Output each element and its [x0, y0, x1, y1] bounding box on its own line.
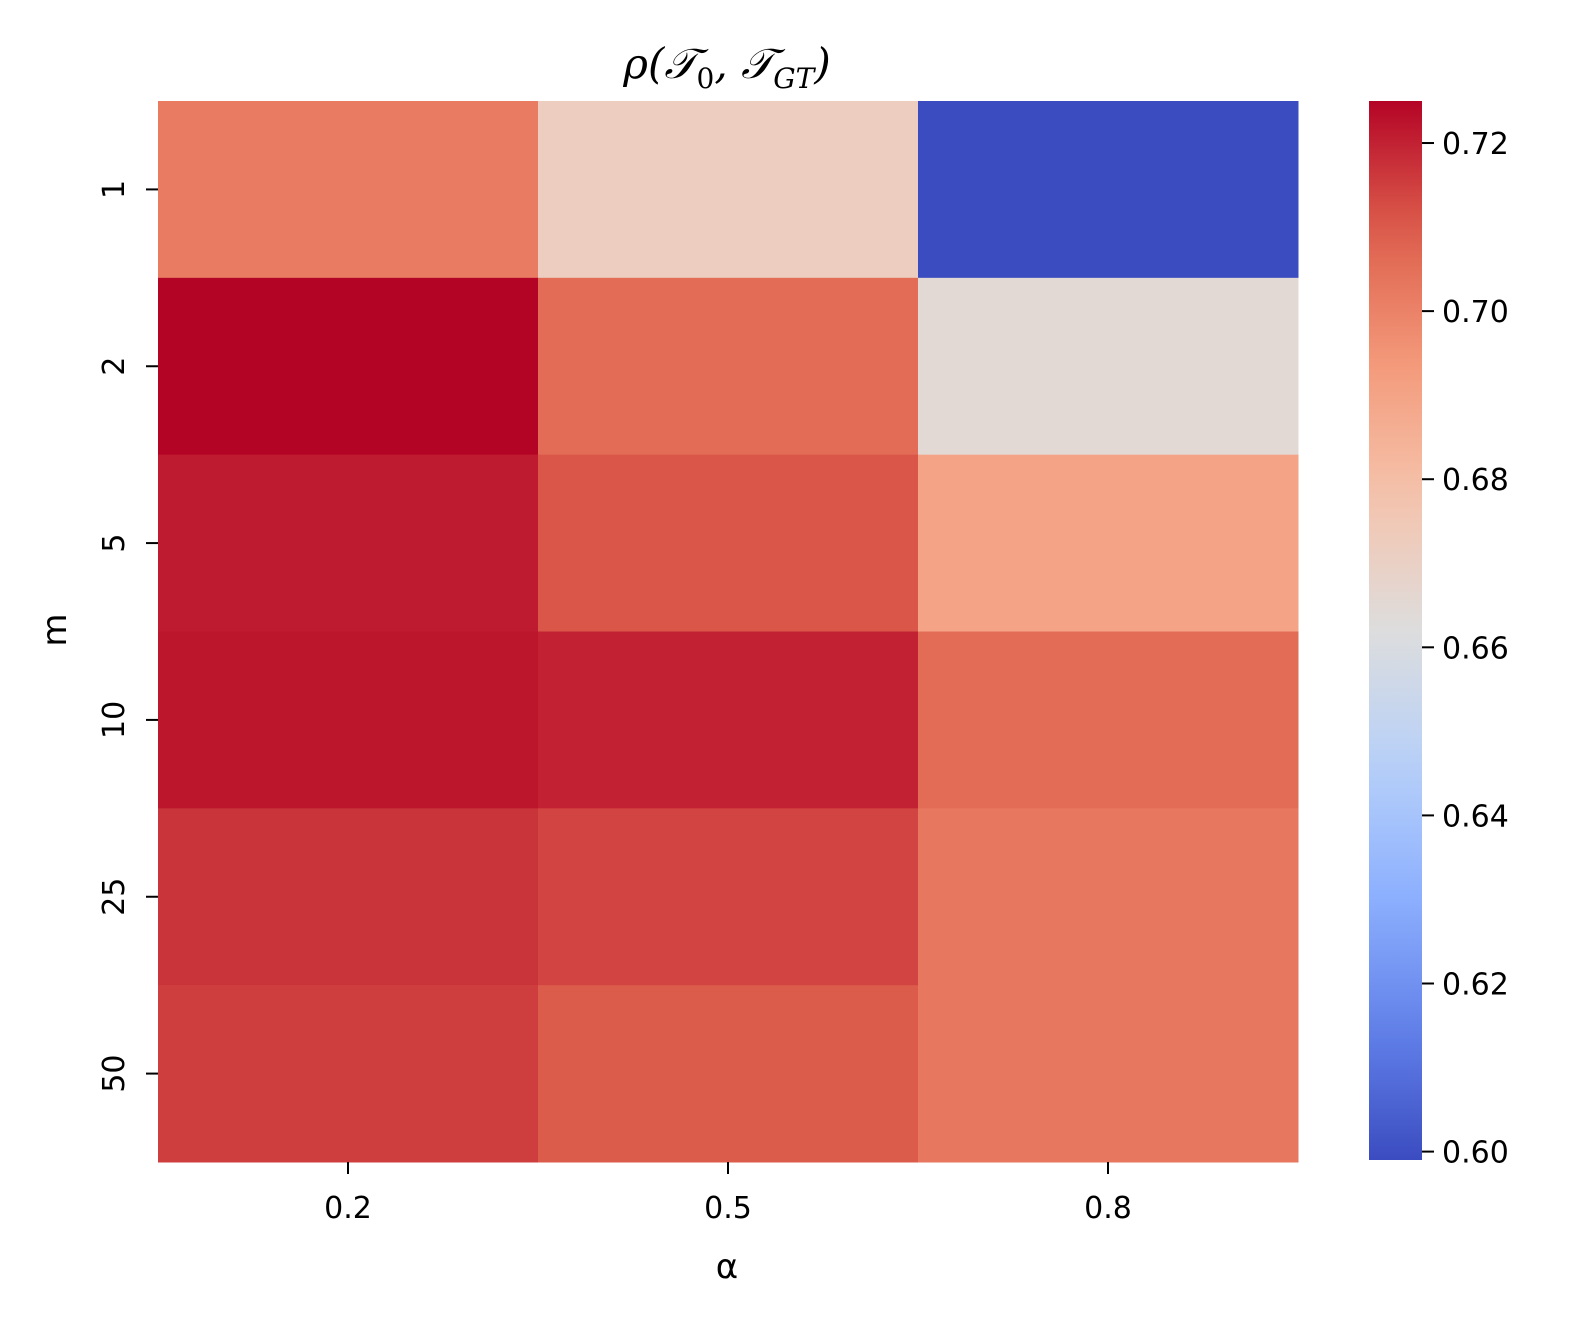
heatmap-cell: [158, 631, 539, 809]
title-rho: ρ(: [622, 39, 666, 88]
colorbar-tick-label: 0.62: [1442, 968, 1509, 1003]
x-axis-ticks: 0.2 0.5 0.8: [324, 1162, 1132, 1226]
title-close: ): [813, 39, 830, 88]
heatmap-cell: [158, 101, 539, 279]
colorbar-tick-label: 0.72: [1442, 127, 1509, 162]
y-tick-label: 10: [97, 701, 132, 739]
colorbar-ticks: 0.60 0.62 0.64 0.66 0.68 0.70 0.72: [1422, 127, 1509, 1171]
heatmap-cell: [538, 631, 919, 809]
colorbar-tick-label: 0.60: [1442, 1136, 1509, 1171]
heatmap-cells: [158, 101, 1299, 1163]
heatmap-cell: [918, 631, 1299, 809]
chart-title: ρ(𝒯0, 𝒯GT): [622, 39, 830, 95]
heatmap-cell: [158, 277, 539, 456]
x-axis-label: α: [716, 1247, 738, 1287]
x-tick-label: 0.2: [324, 1191, 372, 1226]
colorbar-tick-label: 0.70: [1442, 295, 1509, 330]
y-tick-label: 50: [97, 1054, 132, 1092]
x-tick-label: 0.8: [1084, 1191, 1132, 1226]
heatmap-cell: [918, 101, 1299, 279]
colorbar-tick-label: 0.68: [1442, 463, 1509, 498]
y-axis-label: m: [35, 613, 75, 646]
heatmap-cell: [918, 454, 1299, 632]
y-tick-label: 5: [97, 534, 132, 553]
heatmap-cell: [538, 454, 919, 632]
colorbar: [1369, 101, 1422, 1160]
heatmap-cell: [538, 101, 919, 279]
title-sep: ,: [714, 39, 741, 88]
title-sub0: 0: [697, 62, 715, 95]
colorbar-tick-label: 0.66: [1442, 631, 1509, 666]
heatmap-cell: [158, 454, 539, 632]
heatmap-cell: [918, 808, 1299, 986]
heatmap-cell: [538, 808, 919, 986]
title-subgt: GT: [773, 62, 816, 95]
heatmap-cell: [158, 985, 539, 1163]
y-tick-label: 1: [97, 180, 132, 199]
heatmap-cell: [538, 277, 919, 456]
y-tick-label: 25: [97, 878, 132, 916]
x-tick-label: 0.5: [704, 1191, 752, 1226]
heatmap-cell: [918, 985, 1299, 1163]
heatmap-cell: [158, 808, 539, 986]
heatmap-cell: [918, 277, 1299, 456]
colorbar-tick-label: 0.64: [1442, 799, 1509, 834]
heatmap-cell: [538, 985, 919, 1163]
y-tick-label: 2: [97, 357, 132, 376]
